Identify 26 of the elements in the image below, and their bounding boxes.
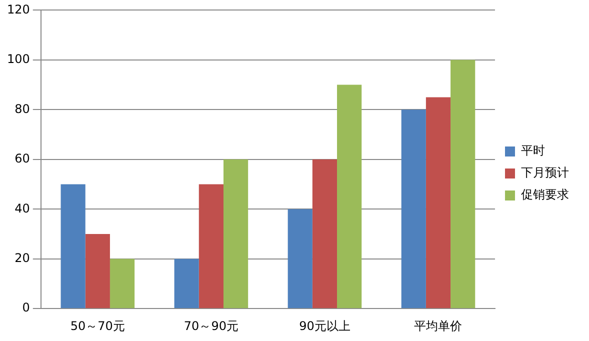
legend-label: 促销要求 [521,188,569,202]
bar [337,84,362,308]
bar [288,209,312,308]
y-tick-label: 100 [7,52,30,66]
x-tick-label: 平均单价 [414,318,462,333]
y-tick-label: 20 [14,250,30,265]
y-tick-label: 0 [22,300,30,315]
bar [312,159,338,308]
y-tick-label: 120 [7,2,30,16]
bar [401,110,426,308]
x-tick-label: 90元以上 [299,318,350,333]
x-tick-label: 50～70元 [70,318,125,333]
bar [110,258,135,308]
legend-label: 下月预计 [521,166,569,180]
bar [450,60,476,308]
y-tick-label: 80 [14,102,30,116]
bar [85,234,110,308]
bar [198,184,224,308]
legend-label: 平时 [521,144,545,158]
x-tick-label: 70～90元 [184,318,238,333]
bar [426,97,451,308]
y-tick-label: 40 [14,201,30,216]
y-tick-label: 60 [14,152,30,166]
bar [174,258,199,308]
bar [223,159,248,308]
bar [60,184,86,308]
